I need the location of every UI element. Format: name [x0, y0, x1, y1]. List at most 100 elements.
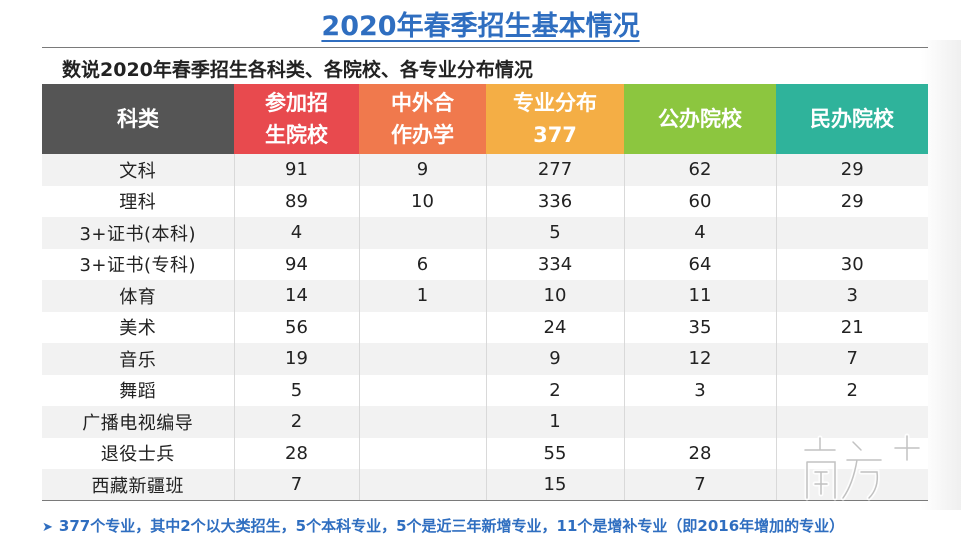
table-row: 退役士兵 28 55 28: [42, 437, 928, 469]
column-header-label: 科类: [117, 107, 159, 131]
table-subtitle: 数说2020年春季招生各科类、各院校、各专业分布情况: [62, 59, 533, 81]
category-cell: 理科: [42, 185, 235, 217]
table-row: 3+证书(专科) 94 6 334 64 30: [42, 248, 928, 280]
value-cell: 21: [776, 311, 928, 343]
value-cell: 3: [624, 374, 777, 406]
table-bottom-divider: [42, 500, 928, 501]
column-header-label: 专业分布: [513, 91, 597, 115]
category-cell: 西藏新疆班: [42, 469, 235, 501]
table-row: 3+证书(本科) 4 5 4: [42, 217, 928, 249]
column-header: 公办院校: [624, 84, 776, 154]
column-header-label: 民办院校: [810, 107, 894, 131]
value-cell: 10: [359, 185, 487, 217]
value-cell: 1: [486, 406, 625, 438]
value-cell: [359, 469, 487, 501]
value-cell: [359, 437, 487, 469]
value-cell: [776, 217, 928, 249]
value-cell: 5: [234, 374, 360, 406]
column-header: 参加招 生院校: [234, 84, 359, 154]
table-row: 文科 91 9 277 62 29: [42, 154, 928, 186]
column-header-label: 参加招: [265, 91, 328, 115]
column-header-label: 公办院校: [658, 107, 742, 131]
value-cell: 60: [624, 185, 777, 217]
value-cell: 15: [486, 469, 625, 501]
column-header: 专业分布 377: [486, 84, 624, 154]
value-cell: 56: [234, 311, 360, 343]
value-cell: 336: [486, 185, 625, 217]
page-title: 2020年春季招生基本情况: [321, 11, 640, 42]
value-cell: 334: [486, 248, 625, 280]
column-header-label: 377: [533, 123, 577, 147]
chevron-right-icon: ➤: [42, 520, 53, 535]
value-cell: 4: [624, 217, 777, 249]
value-cell: 277: [486, 154, 625, 186]
value-cell: [359, 343, 487, 375]
value-cell: 5: [486, 217, 625, 249]
value-cell: 6: [359, 248, 487, 280]
table-row: 音乐 19 9 12 7: [42, 343, 928, 375]
category-cell: 体育: [42, 280, 235, 312]
value-cell: 4: [234, 217, 360, 249]
value-cell: 3: [776, 280, 928, 312]
value-cell: 9: [486, 343, 625, 375]
column-header: 科类: [42, 84, 234, 154]
column-header: 中外合 作办学: [359, 84, 486, 154]
value-cell: 28: [624, 437, 777, 469]
title-divider: [42, 47, 928, 48]
value-cell: 94: [234, 248, 360, 280]
value-cell: 2: [234, 406, 360, 438]
value-cell: 9: [359, 154, 487, 186]
table-body: 文科 91 9 277 62 29 理科 89 10 336 60 29 3+证书(本科) 4 5 4 3+证书…: [42, 154, 928, 501]
value-cell: 29: [776, 154, 928, 186]
table-row: 舞蹈 5 2 3 2: [42, 374, 928, 406]
value-cell: [776, 406, 928, 438]
nanfang-plus-logo: [802, 433, 922, 501]
table-row: 西藏新疆班 7 15 7: [42, 469, 928, 501]
value-cell: 7: [624, 469, 777, 501]
category-cell: 退役士兵: [42, 437, 235, 469]
table-row: 美术 56 24 35 21: [42, 311, 928, 343]
footnote-text: 377个专业，其中2个以大类招生，5个本科专业，5个是近三年新增专业，11个是增…: [58, 517, 845, 535]
value-cell: [359, 406, 487, 438]
category-cell: 舞蹈: [42, 374, 235, 406]
value-cell: [624, 406, 777, 438]
value-cell: 64: [624, 248, 777, 280]
value-cell: 55: [486, 437, 625, 469]
value-cell: 89: [234, 185, 360, 217]
value-cell: 1: [359, 280, 487, 312]
category-cell: 3+证书(专科): [42, 248, 235, 280]
value-cell: 19: [234, 343, 360, 375]
value-cell: 11: [624, 280, 777, 312]
table-row: 广播电视编导 2 1: [42, 406, 928, 438]
value-cell: 35: [624, 311, 777, 343]
value-cell: 12: [624, 343, 777, 375]
value-cell: 30: [776, 248, 928, 280]
table-row: 理科 89 10 336 60 29: [42, 185, 928, 217]
value-cell: 62: [624, 154, 777, 186]
value-cell: 28: [234, 437, 360, 469]
value-cell: 2: [486, 374, 625, 406]
category-cell: 广播电视编导: [42, 406, 235, 438]
value-cell: 2: [776, 374, 928, 406]
column-header-label: 中外合: [391, 91, 454, 115]
value-cell: 29: [776, 185, 928, 217]
table-header-row: 科类 参加招 生院校 中外合 作办学 专业分布 377 公办院校 民办院校: [42, 84, 928, 154]
column-header: 民办院校: [776, 84, 928, 154]
value-cell: [359, 311, 487, 343]
value-cell: 7: [776, 343, 928, 375]
value-cell: 14: [234, 280, 360, 312]
footnote: ➤ 377个专业，其中2个以大类招生，5个本科专业，5个是近三年新增专业，11个是…: [42, 515, 942, 536]
value-cell: 10: [486, 280, 625, 312]
value-cell: [359, 217, 487, 249]
category-cell: 美术: [42, 311, 235, 343]
category-cell: 3+证书(本科): [42, 217, 235, 249]
category-cell: 文科: [42, 154, 235, 186]
value-cell: 91: [234, 154, 360, 186]
value-cell: 24: [486, 311, 625, 343]
table-row: 体育 14 1 10 11 3: [42, 280, 928, 312]
category-cell: 音乐: [42, 343, 235, 375]
enrollment-table: 科类 参加招 生院校 中外合 作办学 专业分布 377 公办院校 民办院校 文科 91 9 277 62…: [42, 84, 928, 501]
column-header-label: 作办学: [391, 123, 454, 147]
value-cell: 7: [234, 469, 360, 501]
value-cell: [359, 374, 487, 406]
